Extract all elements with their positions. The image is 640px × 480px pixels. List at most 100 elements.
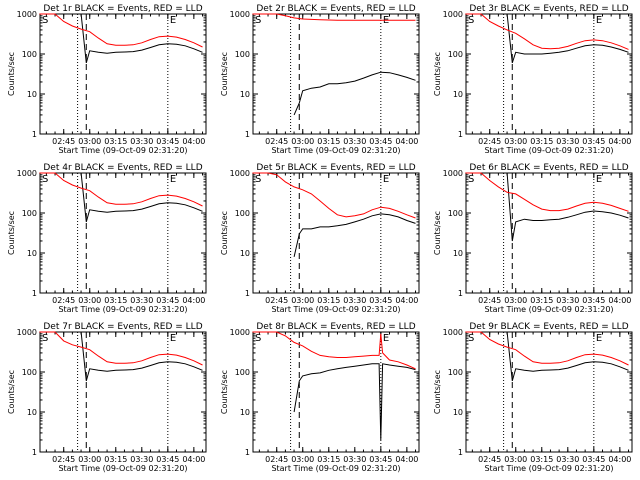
y-tick-label: 1000 <box>230 10 250 19</box>
y-axis-label: Counts/sec <box>433 52 442 96</box>
start-marker: S <box>468 333 474 344</box>
x-tick-label: 03:15 <box>317 296 340 305</box>
end-marker: E <box>383 333 389 344</box>
y-axis-label: Counts/sec <box>433 211 442 255</box>
series-line-events <box>465 13 629 64</box>
x-tick-label: 03:45 <box>369 296 392 305</box>
y-tick-label: 1000 <box>443 10 463 19</box>
x-tick-label: 03:15 <box>530 455 553 464</box>
x-axis-label: Start Time (09-Oct-09 02:31:20) <box>484 464 613 473</box>
series-line-events <box>465 331 629 382</box>
x-tick-label: 04:00 <box>395 296 418 305</box>
x-tick-label: 03:30 <box>343 455 366 464</box>
series-line-lld <box>465 13 629 50</box>
y-tick-label: 1 <box>245 130 250 139</box>
x-tick-label: 03:15 <box>104 455 127 464</box>
y-tick-label: 1000 <box>17 10 37 19</box>
y-axis-label: Counts/sec <box>7 52 16 96</box>
x-tick-label: 02:45 <box>52 455 75 464</box>
x-tick-label: 03:15 <box>317 455 340 464</box>
x-tick-label: 03:15 <box>530 137 553 146</box>
x-tick-label: 03:30 <box>343 296 366 305</box>
y-tick-label: 100 <box>235 50 250 59</box>
x-tick-label: 04:00 <box>395 137 418 146</box>
chart-panel-1: Det 1r BLACK = Events, RED = LLD 1 10 100 10… <box>7 4 207 155</box>
x-tick-label: 03:45 <box>156 455 179 464</box>
chart-title: Det 1r BLACK = Events, RED = LLD <box>43 4 202 14</box>
y-tick-label: 100 <box>22 368 37 377</box>
y-tick-label: 100 <box>448 209 463 218</box>
x-tick-label: 03:00 <box>291 455 314 464</box>
chart-title: Det 9r BLACK = Events, RED = LLD <box>469 322 628 332</box>
y-tick-label: 1000 <box>230 328 250 337</box>
y-tick-label: 1000 <box>230 169 250 178</box>
series-line-lld <box>252 172 416 219</box>
x-tick-label: 02:45 <box>265 137 288 146</box>
chart-panel-3: Det 3r BLACK = Events, RED = LLD 1 10 100 10… <box>433 4 633 155</box>
series-line-lld <box>465 172 629 212</box>
x-tick-label: 04:00 <box>608 296 631 305</box>
plot-frame <box>252 331 420 453</box>
series-line-events <box>465 172 629 242</box>
x-tick-label: 04:00 <box>608 455 631 464</box>
x-tick-label: 02:45 <box>52 296 75 305</box>
x-tick-label: 03:30 <box>556 296 579 305</box>
series-line-events <box>293 363 416 441</box>
end-marker: E <box>596 15 602 26</box>
x-tick-label: 04:00 <box>182 137 205 146</box>
y-tick-label: 1000 <box>443 328 463 337</box>
series-line-lld <box>465 331 629 366</box>
x-tick-label: 03:00 <box>504 137 527 146</box>
series-line-lld <box>39 172 203 207</box>
y-tick-label: 10 <box>240 249 250 258</box>
y-tick-label: 1 <box>245 289 250 298</box>
start-marker: S <box>468 15 474 26</box>
series-line-lld <box>39 331 203 366</box>
x-tick-label: 03:00 <box>291 137 314 146</box>
y-tick-label: 10 <box>453 249 463 258</box>
x-tick-label: 03:45 <box>582 137 605 146</box>
end-marker: E <box>596 333 602 344</box>
x-tick-label: 03:00 <box>78 296 101 305</box>
start-marker: S <box>42 333 48 344</box>
end-marker: E <box>596 174 602 185</box>
x-tick-label: 03:30 <box>130 137 153 146</box>
y-tick-label: 1000 <box>443 169 463 178</box>
plot-frame <box>252 13 420 135</box>
x-tick-label: 04:00 <box>608 137 631 146</box>
x-tick-label: 03:45 <box>156 137 179 146</box>
x-tick-label: 03:45 <box>369 137 392 146</box>
x-tick-label: 03:45 <box>156 296 179 305</box>
y-tick-label: 1 <box>32 289 37 298</box>
chart-title: Det 6r BLACK = Events, RED = LLD <box>469 163 628 173</box>
chart-title: Det 7r BLACK = Events, RED = LLD <box>43 322 202 332</box>
x-tick-label: 03:45 <box>582 455 605 464</box>
chart-panel-7: Det 7r BLACK = Events, RED = LLD 1 10 100 10… <box>7 322 207 473</box>
y-tick-label: 10 <box>27 90 37 99</box>
x-tick-label: 03:15 <box>317 137 340 146</box>
plot-frame <box>252 172 420 294</box>
chart-title: Det 8r BLACK = Events, RED = LLD <box>256 322 415 332</box>
chart-title: Det 2r BLACK = Events, RED = LLD <box>256 4 415 14</box>
series-line-lld <box>252 13 416 21</box>
x-tick-label: 02:45 <box>478 137 501 146</box>
series-line-events <box>39 331 203 382</box>
y-tick-label: 1000 <box>17 328 37 337</box>
plot-frame <box>465 13 633 135</box>
series-line-events <box>293 213 416 258</box>
start-marker: S <box>468 174 474 185</box>
y-tick-label: 100 <box>235 209 250 218</box>
chart-title: Det 5r BLACK = Events, RED = LLD <box>256 163 415 173</box>
x-tick-label: 03:00 <box>291 296 314 305</box>
y-tick-label: 10 <box>27 408 37 417</box>
y-tick-label: 10 <box>27 249 37 258</box>
end-marker: E <box>170 15 176 26</box>
y-tick-label: 10 <box>453 408 463 417</box>
y-tick-label: 10 <box>453 90 463 99</box>
y-tick-label: 10 <box>240 90 250 99</box>
y-axis-label: Counts/sec <box>220 370 229 414</box>
series-line-lld <box>252 331 416 370</box>
plot-frame <box>39 172 207 294</box>
end-marker: E <box>170 174 176 185</box>
chart-panel-4: Det 4r BLACK = Events, RED = LLD 1 10 100 10… <box>7 163 207 314</box>
